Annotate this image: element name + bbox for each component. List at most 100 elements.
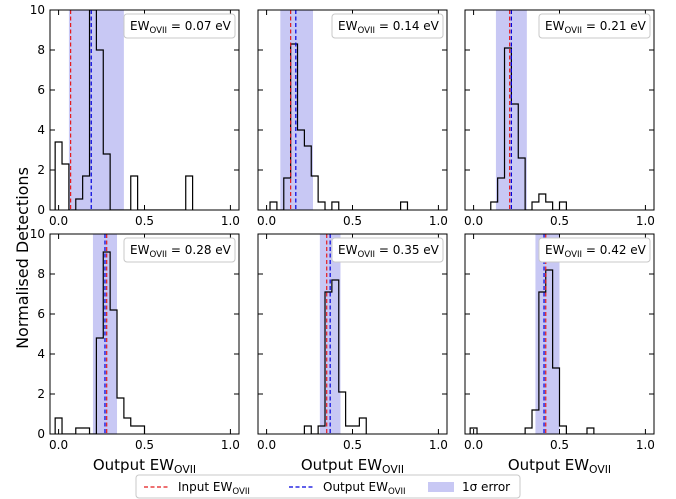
x-tick-label: 0.0 bbox=[257, 438, 276, 452]
y-tick-label: 4 bbox=[37, 123, 45, 137]
panel-plot-area bbox=[469, 234, 595, 434]
x-tick-label: 1.0 bbox=[429, 438, 448, 452]
legend-label-input-main: Input EW bbox=[178, 480, 232, 494]
histogram-outline bbox=[54, 251, 146, 434]
x-tick-label: 1.0 bbox=[636, 438, 655, 452]
annotation-box bbox=[123, 237, 236, 263]
panel-3: 0.0 0.5 1.0 EWOVII = 0.21 eV bbox=[464, 9, 655, 228]
x-tick-label: 0.5 bbox=[550, 438, 569, 452]
annotation-text-sub: OVII bbox=[564, 26, 582, 36]
annotation-text: EWOVII = 0.28 eV bbox=[130, 243, 232, 260]
x-axis-label: Output EWOVII bbox=[508, 456, 611, 476]
x-tick-label: 0.5 bbox=[135, 214, 154, 228]
x-axis-label-sub: OVII bbox=[589, 463, 611, 476]
annotation-text-main: EW bbox=[338, 243, 358, 257]
annotation-text: EWOVII = 0.21 eV bbox=[545, 19, 647, 36]
annotation-text-sub: OVII bbox=[149, 250, 167, 260]
panel-4: 0 2 4 6 8 10 0.0 0.5 1.0 EWOVII = 0.28 eV bbox=[30, 227, 240, 452]
annotation-text-sub: OVII bbox=[564, 250, 582, 260]
annotation-text-main: EW bbox=[545, 243, 565, 257]
annotation-text-main: EW bbox=[130, 243, 150, 257]
annotation-text-rest: = 0.35 eV bbox=[375, 243, 440, 257]
x-tick-label: 1.0 bbox=[429, 214, 448, 228]
y-tick-label: 0 bbox=[37, 427, 45, 441]
x-axis-label-sub: OVII bbox=[174, 463, 196, 476]
x-axis-label-sub: OVII bbox=[382, 463, 404, 476]
x-tick-label: 0.0 bbox=[49, 438, 68, 452]
panel-2: 0.0 0.5 1.0 EWOVII = 0.14 eV bbox=[257, 9, 448, 228]
panel-plot-area bbox=[490, 10, 567, 210]
x-tick-label: 0.0 bbox=[464, 438, 483, 452]
x-tick-label: 0.0 bbox=[464, 214, 483, 228]
legend-label-output: Output EWOVII bbox=[323, 480, 406, 497]
annotation-text: EWOVII = 0.35 eV bbox=[338, 243, 440, 260]
annotation-text-main: EW bbox=[545, 19, 565, 33]
y-tick-label: 6 bbox=[37, 307, 45, 321]
histogram-outline bbox=[269, 43, 409, 210]
legend-frame bbox=[135, 474, 521, 499]
y-tick-label: 8 bbox=[37, 43, 45, 57]
panel-frame bbox=[257, 233, 448, 435]
annotation-box bbox=[331, 237, 444, 263]
x-tick-label: 0.5 bbox=[343, 438, 362, 452]
y-tick-label: 8 bbox=[37, 267, 45, 281]
x-axis-labels: Output EWOVII Output EWOVII Output EWOVII bbox=[93, 456, 611, 476]
panel-frame bbox=[49, 233, 240, 435]
panel-plot-area bbox=[269, 10, 409, 210]
histogram-outline bbox=[303, 279, 367, 434]
panel-plot-area bbox=[303, 234, 367, 434]
x-tick-label: 1.0 bbox=[221, 214, 240, 228]
histogram-outline bbox=[469, 269, 595, 434]
x-tick-label: 0.5 bbox=[343, 214, 362, 228]
y-tick-label: 2 bbox=[37, 387, 45, 401]
histogram-outline bbox=[490, 47, 567, 210]
panel-plot-area bbox=[54, 10, 194, 210]
x-tick-label: 0.0 bbox=[257, 214, 276, 228]
x-axis-label-main: Output EW bbox=[93, 456, 174, 474]
legend-label-input: Input EWOVII bbox=[178, 480, 250, 497]
annotation-text: EWOVII = 0.14 eV bbox=[338, 19, 440, 36]
annotation-box bbox=[123, 13, 236, 39]
y-axis-label: Normalised Detections bbox=[13, 167, 32, 349]
legend-label-output-sub: OVII bbox=[388, 487, 406, 497]
panel-1: 0 2 4 6 8 10 0.0 0.5 1.0 EWOVII = 0.07 eV bbox=[30, 3, 240, 228]
legend-label-input-sub: OVII bbox=[232, 487, 250, 497]
panel-5: 0.0 0.5 1.0 EWOVII = 0.35 eV bbox=[257, 233, 448, 452]
x-axis-label: Output EWOVII bbox=[301, 456, 404, 476]
panel-plot-area bbox=[54, 234, 146, 434]
panel-frame bbox=[464, 9, 655, 211]
legend: Input EWOVII Output EWOVII 1σ error bbox=[135, 474, 521, 499]
annotation-text-rest: = 0.07 eV bbox=[167, 19, 232, 33]
y-tick-label: 4 bbox=[37, 347, 45, 361]
annotation-box bbox=[538, 13, 651, 39]
annotation-text-sub: OVII bbox=[149, 26, 167, 36]
annotation-text-rest: = 0.42 eV bbox=[582, 243, 647, 257]
annotation-box bbox=[331, 13, 444, 39]
annotation-box bbox=[538, 237, 651, 263]
x-axis-label-main: Output EW bbox=[301, 456, 382, 474]
y-tick-label: 0 bbox=[37, 203, 45, 217]
annotation-text-rest: = 0.14 eV bbox=[375, 19, 440, 33]
x-axis-label-main: Output EW bbox=[508, 456, 589, 474]
legend-label-band: 1σ error bbox=[462, 480, 510, 494]
x-tick-label: 1.0 bbox=[636, 214, 655, 228]
panel-6: 0.0 0.5 1.0 EWOVII = 0.42 eV bbox=[464, 233, 655, 452]
x-tick-label: 0.0 bbox=[49, 214, 68, 228]
x-tick-label: 0.5 bbox=[135, 438, 154, 452]
error-band bbox=[280, 10, 313, 210]
x-tick-label: 0.5 bbox=[550, 214, 569, 228]
x-axis-label: Output EWOVII bbox=[93, 456, 196, 476]
x-tick-label: 1.0 bbox=[221, 438, 240, 452]
annotation-text-sub: OVII bbox=[357, 26, 375, 36]
legend-label-band-main: 1σ error bbox=[462, 480, 510, 494]
annotation-text-main: EW bbox=[338, 19, 358, 33]
y-tick-label: 6 bbox=[37, 83, 45, 97]
y-tick-label: 2 bbox=[37, 163, 45, 177]
histogram-outline bbox=[54, 10, 194, 210]
y-tick-label: 10 bbox=[30, 227, 45, 241]
annotation-text-rest: = 0.28 eV bbox=[167, 243, 232, 257]
legend-label-output-main: Output EW bbox=[323, 480, 388, 494]
annotation-text-sub: OVII bbox=[357, 250, 375, 260]
